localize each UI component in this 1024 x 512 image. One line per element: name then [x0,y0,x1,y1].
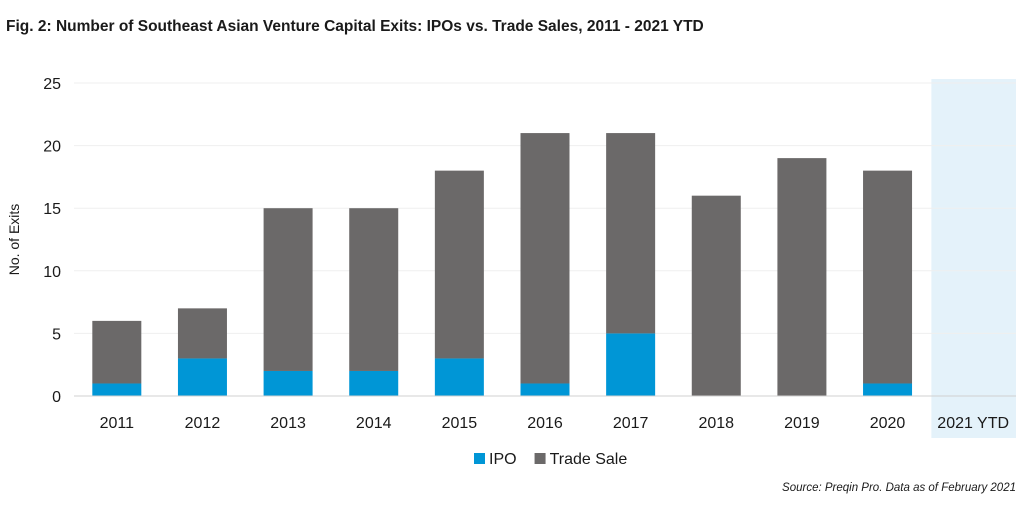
legend-swatch-ipo [474,453,485,464]
x-tick-label: 2020 [870,415,906,432]
x-tick-label: 2021 YTD [937,415,1009,432]
x-tick-label: 2016 [527,415,563,432]
bar-ipo-2017 [606,333,656,396]
legend-label-trade-sale: Trade Sale [550,451,628,468]
bar-trade-sale-2019 [777,158,827,396]
ytd-highlight-band [931,79,1016,438]
y-tick-label: 15 [43,201,61,218]
bar-ipo-2020 [863,383,913,396]
y-tick-label: 0 [52,389,61,406]
x-tick-label: 2018 [698,415,734,432]
bar-ipo-2011 [92,383,142,396]
legend: IPO Trade Sale [474,451,627,468]
legend-label-ipo: IPO [489,451,517,468]
x-tick-label: 2015 [442,415,478,432]
bar-trade-sale-2017 [606,133,656,334]
x-tick-label: 2019 [784,415,820,432]
bar-ipo-2016 [520,383,570,396]
bar-trade-sale-2018 [691,195,741,396]
x-tick-label: 2013 [270,415,306,432]
y-tick-label: 25 [43,76,61,93]
bars [92,133,913,396]
bar-ipo-2013 [263,370,313,396]
bar-ipo-2015 [434,358,484,396]
bar-trade-sale-2013 [263,208,313,371]
x-tick-label: 2014 [356,415,392,432]
y-tick-label: 10 [43,264,61,281]
y-axis-ticks: 0 5 10 15 20 25 [43,76,61,406]
bar-trade-sale-2012 [177,308,227,359]
bar-trade-sale-2015 [434,170,484,359]
bar-trade-sale-2016 [520,133,570,384]
x-tick-label: 2011 [100,415,135,432]
bar-trade-sale-2011 [92,320,142,384]
bar-ipo-2014 [349,370,399,396]
y-axis-title: No. of Exits [6,204,22,276]
bar-ipo-2012 [177,358,227,396]
legend-swatch-trade-sale [534,453,546,464]
bar-trade-sale-2020 [863,170,913,384]
bar-trade-sale-2014 [349,208,399,371]
y-tick-label: 20 [43,139,61,156]
y-tick-label: 5 [52,326,61,343]
x-tick-label: 2012 [185,415,221,432]
source-note: Source: Preqin Pro. Data as of February … [782,482,1016,494]
x-axis-ticks: 2011 2012 2013 2014 2015 2016 2017 2018 2019 2020… [100,415,1009,432]
x-tick-label: 2017 [613,415,649,432]
chart-title: Fig. 2: Number of Southeast Asian Ventur… [6,18,704,35]
